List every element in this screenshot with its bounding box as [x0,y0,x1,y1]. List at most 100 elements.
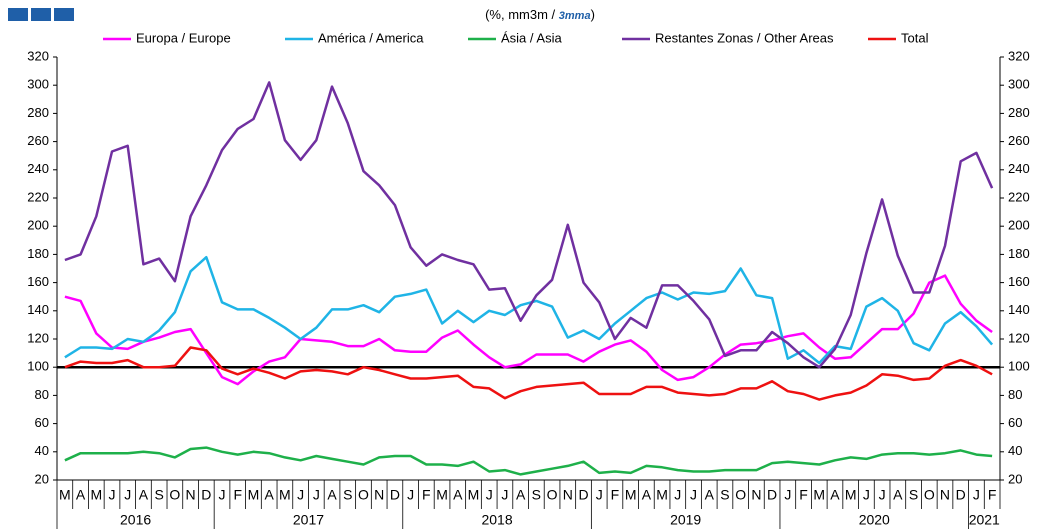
y2-tick-label: 200 [1008,218,1030,233]
x-tick-label: J [690,487,697,503]
series-line [64,274,993,386]
y2-tick-label: 60 [1008,415,1022,430]
year-label: 2021 [969,512,1000,528]
x-tick-label: A [893,487,903,503]
y-tick-label: 100 [27,359,49,374]
x-tick-label: A [453,487,463,503]
y2-tick-label: 20 [1008,471,1022,486]
x-tick-label: N [374,487,384,503]
y2-tick-label: 240 [1008,161,1030,176]
y-tick-label: 320 [27,48,49,63]
subtitle: (%, mm3m / 3mma) [485,7,595,22]
x-tick-label: S [532,487,541,503]
y-tick-label: 60 [35,415,49,430]
x-tick-label: O [924,487,935,503]
x-tick-label: M [436,487,448,503]
logo-block [8,8,28,21]
x-tick-label: S [154,487,163,503]
logo-block [31,8,51,21]
y2-tick-label: 40 [1008,443,1022,458]
year-label: 2019 [670,512,701,528]
x-tick-label: A [516,487,526,503]
x-tick-label: J [297,487,304,503]
x-tick-label: A [76,487,86,503]
x-tick-label: M [468,487,480,503]
x-tick-label: F [422,487,431,503]
x-tick-label: J [486,487,493,503]
y-tick-label: 140 [27,302,49,317]
y-tick-label: 120 [27,330,49,345]
y-tick-label: 300 [27,77,49,92]
y2-tick-label: 140 [1008,302,1030,317]
x-tick-label: A [265,487,275,503]
y-tick-label: 240 [27,161,49,176]
x-tick-label: O [735,487,746,503]
y-tick-label: 280 [27,105,49,120]
series-line [64,346,993,401]
x-tick-label: D [578,487,588,503]
x-tick-label: S [909,487,918,503]
x-tick-label: J [784,487,791,503]
x-tick-label: O [358,487,369,503]
x-tick-label: D [201,487,211,503]
x-tick-label: A [642,487,652,503]
y-tick-label: 160 [27,274,49,289]
y2-tick-label: 320 [1008,48,1030,63]
x-tick-label: M [90,487,102,503]
x-tick-label: M [845,487,857,503]
series-line [64,81,994,369]
x-tick-label: J [674,487,681,503]
x-tick-label: M [813,487,825,503]
x-tick-label: O [169,487,180,503]
x-tick-label: O [547,487,558,503]
x-tick-label: A [705,487,715,503]
x-tick-label: A [327,487,337,503]
x-tick-label: J [313,487,320,503]
legend-label: Ásia / Asia [501,30,562,45]
legend-label: Total [901,30,929,45]
x-tick-label: F [233,487,242,503]
y2-tick-label: 300 [1008,77,1030,92]
subtitle-part: (%, mm3m / [485,7,559,22]
subtitle-part: 3mma [559,10,591,22]
y-tick-label: 220 [27,189,49,204]
y-tick-label: 260 [27,133,49,148]
y-tick-label: 20 [35,471,49,486]
series-line [64,446,993,476]
x-tick-label: M [656,487,668,503]
x-tick-label: M [248,487,260,503]
x-tick-label: M [279,487,291,503]
y2-tick-label: 180 [1008,246,1030,261]
x-tick-label: A [830,487,840,503]
y2-tick-label: 160 [1008,274,1030,289]
y-tick-label: 200 [27,218,49,233]
x-tick-label: J [596,487,603,503]
series-line [64,255,994,365]
x-tick-label: N [563,487,573,503]
y2-tick-label: 100 [1008,359,1030,374]
year-label: 2018 [481,512,512,528]
x-tick-label: J [219,487,226,503]
x-tick-label: J [501,487,508,503]
x-tick-label: M [625,487,637,503]
y-tick-label: 180 [27,246,49,261]
y-tick-label: 40 [35,443,49,458]
y2-tick-label: 260 [1008,133,1030,148]
x-tick-label: M [59,487,71,503]
x-tick-label: S [343,487,352,503]
x-tick-label: D [767,487,777,503]
year-label: 2016 [120,512,151,528]
x-tick-label: F [611,487,620,503]
year-label: 2017 [293,512,324,528]
x-tick-label: J [407,487,414,503]
x-tick-label: S [720,487,729,503]
y2-tick-label: 120 [1008,330,1030,345]
legend-label: Restantes Zonas / Other Areas [655,30,834,45]
y2-tick-label: 80 [1008,387,1022,402]
year-label: 2020 [859,512,890,528]
x-tick-label: N [186,487,196,503]
legend-label: América / America [318,30,424,45]
x-tick-label: A [139,487,149,503]
